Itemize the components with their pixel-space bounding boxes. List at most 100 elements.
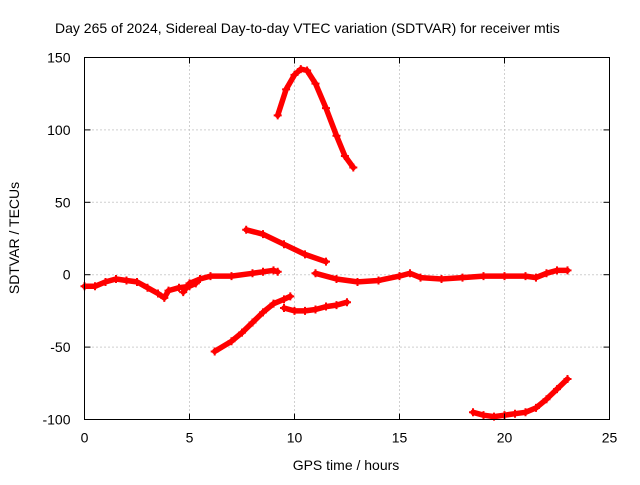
x-axis-title: GPS time / hours [293,457,400,473]
data-point-marker [311,269,320,278]
series-line-arc-8 [470,376,571,420]
series-group [80,65,572,421]
data-point-marker [112,275,120,284]
x-tick-label: 0 [81,430,89,446]
data-point-marker [479,272,488,281]
data-point-marker [500,272,509,281]
data-point-marker [164,286,173,295]
y-tick-labels: -100 -50 0 50 100 150 [42,50,70,428]
y-axis-title: SDTVAR / TECUs [6,182,22,294]
data-point-marker [532,273,540,282]
data-point-marker [175,283,183,292]
data-point-marker [553,266,561,275]
data-point-marker [301,306,309,315]
data-point-marker [416,273,425,282]
data-point-marker [259,308,267,317]
data-point-marker [322,257,330,266]
data-point-marker [322,302,330,311]
data-point-marker [273,111,282,120]
y-tick-label: 50 [55,194,71,210]
data-point-marker [343,298,351,307]
data-point-marker [406,269,414,278]
data-point-marker [542,269,551,278]
y-tick-label: 100 [47,122,71,138]
data-point-marker [210,347,219,356]
data-point-marker [280,295,288,304]
data-point-marker [280,240,288,249]
data-point-marker [101,277,110,286]
chart-title: Day 265 of 2024, Sidereal Day-to-day VTE… [55,20,560,36]
y-tick-label: 150 [47,50,71,66]
data-point-marker [479,411,488,420]
data-point-marker [206,272,215,281]
x-tick-label: 15 [392,430,408,446]
data-point-marker [242,225,251,234]
series-line-arc-3 [274,66,357,171]
data-point-marker [542,395,551,404]
data-point-marker [332,275,341,284]
data-point-marker [311,305,320,314]
data-point-marker [282,85,291,94]
data-point-marker [196,275,204,284]
data-point-marker [238,328,246,337]
data-point-marker [458,273,467,282]
data-point-marker [311,79,320,88]
data-point-marker [286,292,295,301]
data-point-marker [259,267,267,276]
data-point-marker [563,266,572,275]
plot-frame [84,57,610,420]
data-point-marker [290,70,299,79]
data-point-marker [322,104,330,113]
data-point-marker [469,408,477,417]
data-point-marker [303,66,312,75]
data-point-marker [91,282,99,291]
y-tick-label: -50 [50,339,70,355]
data-point-marker [437,275,446,284]
axis-ticks [84,57,610,420]
x-tick-labels: 0 5 10 15 20 25 [81,430,618,446]
data-point-marker [290,306,299,315]
data-point-marker [280,304,288,313]
data-point-marker [349,163,358,172]
data-point-marker [353,277,362,286]
data-point-marker [160,293,169,302]
data-point-marker [143,283,152,292]
x-tick-label: 25 [602,430,618,446]
y-tick-label: 0 [63,267,71,283]
data-point-marker [185,279,194,288]
x-tick-label: 20 [497,430,513,446]
x-tick-label: 10 [287,430,303,446]
data-point-marker [563,374,572,383]
data-point-marker [273,267,282,276]
series-line-arc-4 [243,227,329,265]
data-point-marker [259,230,267,239]
data-point-marker [332,301,341,310]
data-point-marker [227,272,236,281]
data-point-marker [248,318,257,327]
data-point-marker [122,276,131,285]
data-point-marker [511,409,519,418]
data-point-marker [532,403,540,412]
data-point-marker [296,65,305,74]
data-point-marker [179,288,188,297]
data-point-marker [269,299,278,308]
data-point-marker [395,272,404,281]
data-point-marker [154,289,162,298]
x-tick-label: 5 [186,430,194,446]
y-tick-label: -100 [42,412,70,428]
data-point-marker [340,151,349,160]
data-point-marker [521,272,530,281]
data-point-marker [269,266,278,275]
series-line-arc-7 [312,267,571,285]
grid [84,57,610,420]
data-point-marker [227,337,236,346]
data-point-marker [521,408,530,417]
data-point-marker [374,276,383,285]
data-point-marker [248,269,257,278]
data-point-marker [553,385,561,394]
data-point-marker [133,277,141,286]
data-point-marker [332,131,341,140]
data-point-marker [301,250,309,259]
